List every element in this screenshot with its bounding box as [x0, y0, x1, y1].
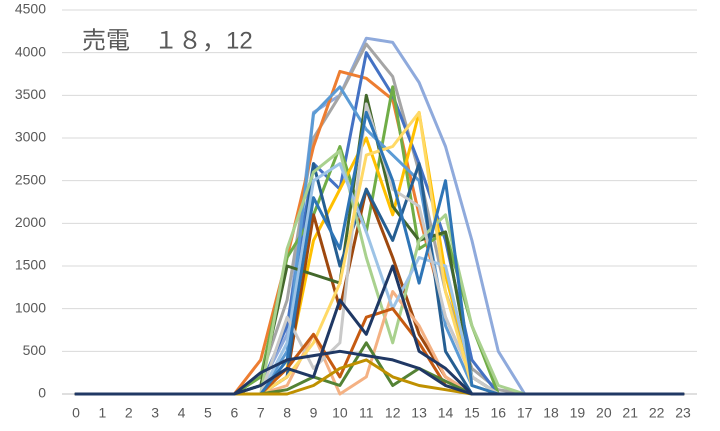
x-tick-label: 14 [438, 405, 454, 421]
x-tick-label: 9 [310, 405, 318, 421]
x-tick-label: 11 [359, 405, 374, 421]
x-tick-label: 15 [464, 405, 480, 421]
y-tick-label: 2000 [15, 214, 46, 230]
x-tick-label: 20 [596, 405, 612, 421]
x-tick-label: 21 [622, 405, 638, 421]
x-tick-label: 17 [517, 405, 533, 421]
x-tick-label: 16 [490, 405, 506, 421]
x-tick-label: 6 [230, 405, 238, 421]
y-tick-label: 2500 [15, 171, 46, 187]
y-tick-label: 1000 [15, 299, 46, 315]
x-tick-label: 19 [570, 405, 586, 421]
x-tick-label: 0 [72, 405, 80, 421]
x-tick-label: 12 [385, 405, 401, 421]
x-tick-label: 5 [204, 405, 212, 421]
x-tick-label: 3 [151, 405, 159, 421]
y-tick-label: 0 [38, 385, 46, 401]
y-tick-label: 3500 [15, 86, 46, 102]
y-tick-label: 4000 [15, 43, 46, 59]
x-tick-label: 18 [543, 405, 559, 421]
y-tick-label: 4500 [15, 1, 46, 17]
series-line [74, 349, 685, 396]
y-tick-label: 1500 [15, 257, 46, 273]
x-tick-label: 2 [125, 405, 133, 421]
x-tick-label: 23 [675, 405, 691, 421]
chart-title: 売電 １８，12 [82, 27, 253, 54]
x-tick-label: 1 [98, 405, 106, 421]
x-tick-label: 7 [257, 405, 265, 421]
x-tick-label: 13 [411, 405, 427, 421]
y-tick-label: 3000 [15, 129, 46, 145]
x-tick-label: 10 [332, 405, 348, 421]
y-tick-label: 500 [23, 342, 47, 358]
x-tick-label: 4 [178, 405, 186, 421]
x-tick-label: 8 [283, 405, 291, 421]
x-tick-label: 22 [649, 405, 665, 421]
